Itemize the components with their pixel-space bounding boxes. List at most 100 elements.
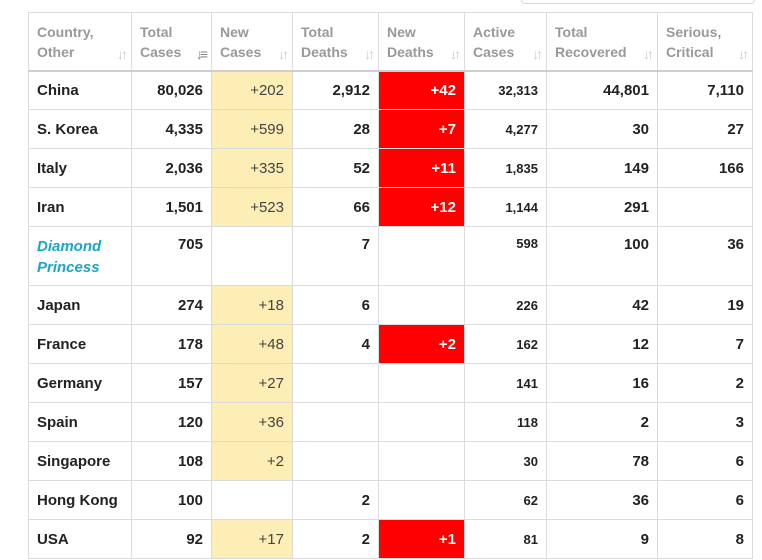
serious-critical-cell xyxy=(657,187,753,227)
total-recovered-cell: 30 xyxy=(546,109,658,149)
total-deaths-cell: 2,912 xyxy=(292,70,379,110)
column-header-total-cases[interactable]: Total Cases ↓≡ xyxy=(131,12,212,72)
country-name: Hong Kong xyxy=(28,480,132,520)
serious-critical-cell: 7,110 xyxy=(657,70,753,110)
new-cases-cell: +36 xyxy=(211,402,293,442)
new-cases-cell: +17 xyxy=(211,519,293,559)
active-cases-cell: 81 xyxy=(464,519,547,559)
total-cases-cell: 100 xyxy=(131,480,212,520)
column-header-new-cases[interactable]: New Cases ↓↑ xyxy=(211,12,293,72)
total-cases-cell: 178 xyxy=(131,324,212,364)
table-body: China 80,026 +202 2,912 +42 32,313 44,80… xyxy=(28,70,753,559)
table-row: Spain 120 +36 118 2 3 xyxy=(28,402,753,442)
country-name: China xyxy=(28,70,132,110)
column-header-country[interactable]: Country, Other ↓↑ xyxy=(28,12,132,72)
serious-critical-cell: 19 xyxy=(657,285,753,325)
total-deaths-cell: 2 xyxy=(292,480,379,520)
total-cases-cell: 705 xyxy=(131,226,212,286)
serious-critical-cell: 2 xyxy=(657,363,753,403)
country-name: France xyxy=(28,324,132,364)
total-cases-cell: 120 xyxy=(131,402,212,442)
new-cases-cell xyxy=(211,226,293,286)
table-container: Country, Other ↓↑ Total Cases ↓≡ New Cases ↓↑ … xyxy=(28,12,753,559)
total-recovered-cell: 44,801 xyxy=(546,70,658,110)
total-cases-cell: 1,501 xyxy=(131,187,212,227)
sort-icon[interactable]: ↓↑ xyxy=(364,46,375,62)
new-cases-cell: +27 xyxy=(211,363,293,403)
active-cases-cell: 4,277 xyxy=(464,109,547,149)
total-deaths-cell: 4 xyxy=(292,324,379,364)
country-name: Italy xyxy=(28,148,132,188)
active-cases-cell: 1,835 xyxy=(464,148,547,188)
table-row: Japan 274 +18 6 226 42 19 xyxy=(28,285,753,325)
serious-critical-cell: 166 xyxy=(657,148,753,188)
header-row: Country, Other ↓↑ Total Cases ↓≡ New Cases ↓↑ … xyxy=(28,12,753,72)
active-cases-cell: 162 xyxy=(464,324,547,364)
total-recovered-cell: 78 xyxy=(546,441,658,481)
sort-icon[interactable]: ↓↑ xyxy=(278,46,289,62)
total-recovered-cell: 36 xyxy=(546,480,658,520)
new-deaths-cell: +12 xyxy=(378,187,465,227)
total-deaths-cell xyxy=(292,402,379,442)
serious-critical-cell: 6 xyxy=(657,441,753,481)
new-cases-cell: +2 xyxy=(211,441,293,481)
active-cases-cell: 118 xyxy=(464,402,547,442)
table-row: Singapore 108 +2 30 78 6 xyxy=(28,441,753,481)
total-deaths-cell: 7 xyxy=(292,226,379,286)
country-link[interactable]: Diamond Princess xyxy=(28,226,132,286)
new-deaths-cell xyxy=(378,285,465,325)
new-deaths-cell xyxy=(378,226,465,286)
total-cases-cell: 108 xyxy=(131,441,212,481)
column-header-serious-critical[interactable]: Serious, Critical ↓↑ xyxy=(657,12,753,72)
new-deaths-cell: +7 xyxy=(378,109,465,149)
total-recovered-cell: 9 xyxy=(546,519,658,559)
table-row: Hong Kong 100 2 62 36 6 xyxy=(28,480,753,520)
column-header-active-cases[interactable]: Active Cases ↓↑ xyxy=(464,12,547,72)
country-name: Spain xyxy=(28,402,132,442)
country-name: Singapore xyxy=(28,441,132,481)
serious-critical-cell: 8 xyxy=(657,519,753,559)
active-cases-cell: 30 xyxy=(464,441,547,481)
column-header-total-deaths[interactable]: Total Deaths ↓↑ xyxy=(292,12,379,72)
new-cases-cell: +599 xyxy=(211,109,293,149)
serious-critical-cell: 3 xyxy=(657,402,753,442)
sort-desc-icon[interactable]: ↓≡ xyxy=(195,46,208,62)
new-cases-cell: +18 xyxy=(211,285,293,325)
table-row: China 80,026 +202 2,912 +42 32,313 44,80… xyxy=(28,70,753,110)
covid-stats-table: Country, Other ↓↑ Total Cases ↓≡ New Cases ↓↑ … xyxy=(28,12,753,559)
new-deaths-cell: +1 xyxy=(378,519,465,559)
country-name: USA xyxy=(28,519,132,559)
column-header-total-recovered[interactable]: Total Recovered ↓↑ xyxy=(546,12,658,72)
column-header-new-deaths[interactable]: New Deaths ↓↑ xyxy=(378,12,465,72)
country-name: S. Korea xyxy=(28,109,132,149)
sort-icon[interactable]: ↓↑ xyxy=(643,46,654,62)
new-cases-cell: +523 xyxy=(211,187,293,227)
serious-critical-cell: 27 xyxy=(657,109,753,149)
sort-icon[interactable]: ↓↑ xyxy=(532,46,543,62)
sort-icon[interactable]: ↓↑ xyxy=(738,46,749,62)
total-recovered-cell: 16 xyxy=(546,363,658,403)
table-row: Germany 157 +27 141 16 2 xyxy=(28,363,753,403)
table-row: France 178 +48 4 +2 162 12 7 xyxy=(28,324,753,364)
table-row: Italy 2,036 +335 52 +11 1,835 149 166 xyxy=(28,148,753,188)
sort-icon[interactable]: ↓↑ xyxy=(450,46,461,62)
total-cases-cell: 157 xyxy=(131,363,212,403)
active-cases-cell: 598 xyxy=(464,226,547,286)
new-deaths-cell: +2 xyxy=(378,324,465,364)
total-deaths-cell xyxy=(292,441,379,481)
total-recovered-cell: 149 xyxy=(546,148,658,188)
active-cases-cell: 62 xyxy=(464,480,547,520)
sort-icon[interactable]: ↓↑ xyxy=(117,46,128,62)
total-deaths-cell: 6 xyxy=(292,285,379,325)
total-recovered-cell: 12 xyxy=(546,324,658,364)
total-recovered-cell: 100 xyxy=(546,226,658,286)
new-deaths-cell xyxy=(378,402,465,442)
total-cases-cell: 274 xyxy=(131,285,212,325)
serious-critical-cell: 36 xyxy=(657,226,753,286)
active-cases-cell: 226 xyxy=(464,285,547,325)
total-deaths-cell: 2 xyxy=(292,519,379,559)
total-cases-cell: 92 xyxy=(131,519,212,559)
total-recovered-cell: 2 xyxy=(546,402,658,442)
new-cases-cell: +202 xyxy=(211,70,293,110)
active-cases-cell: 141 xyxy=(464,363,547,403)
